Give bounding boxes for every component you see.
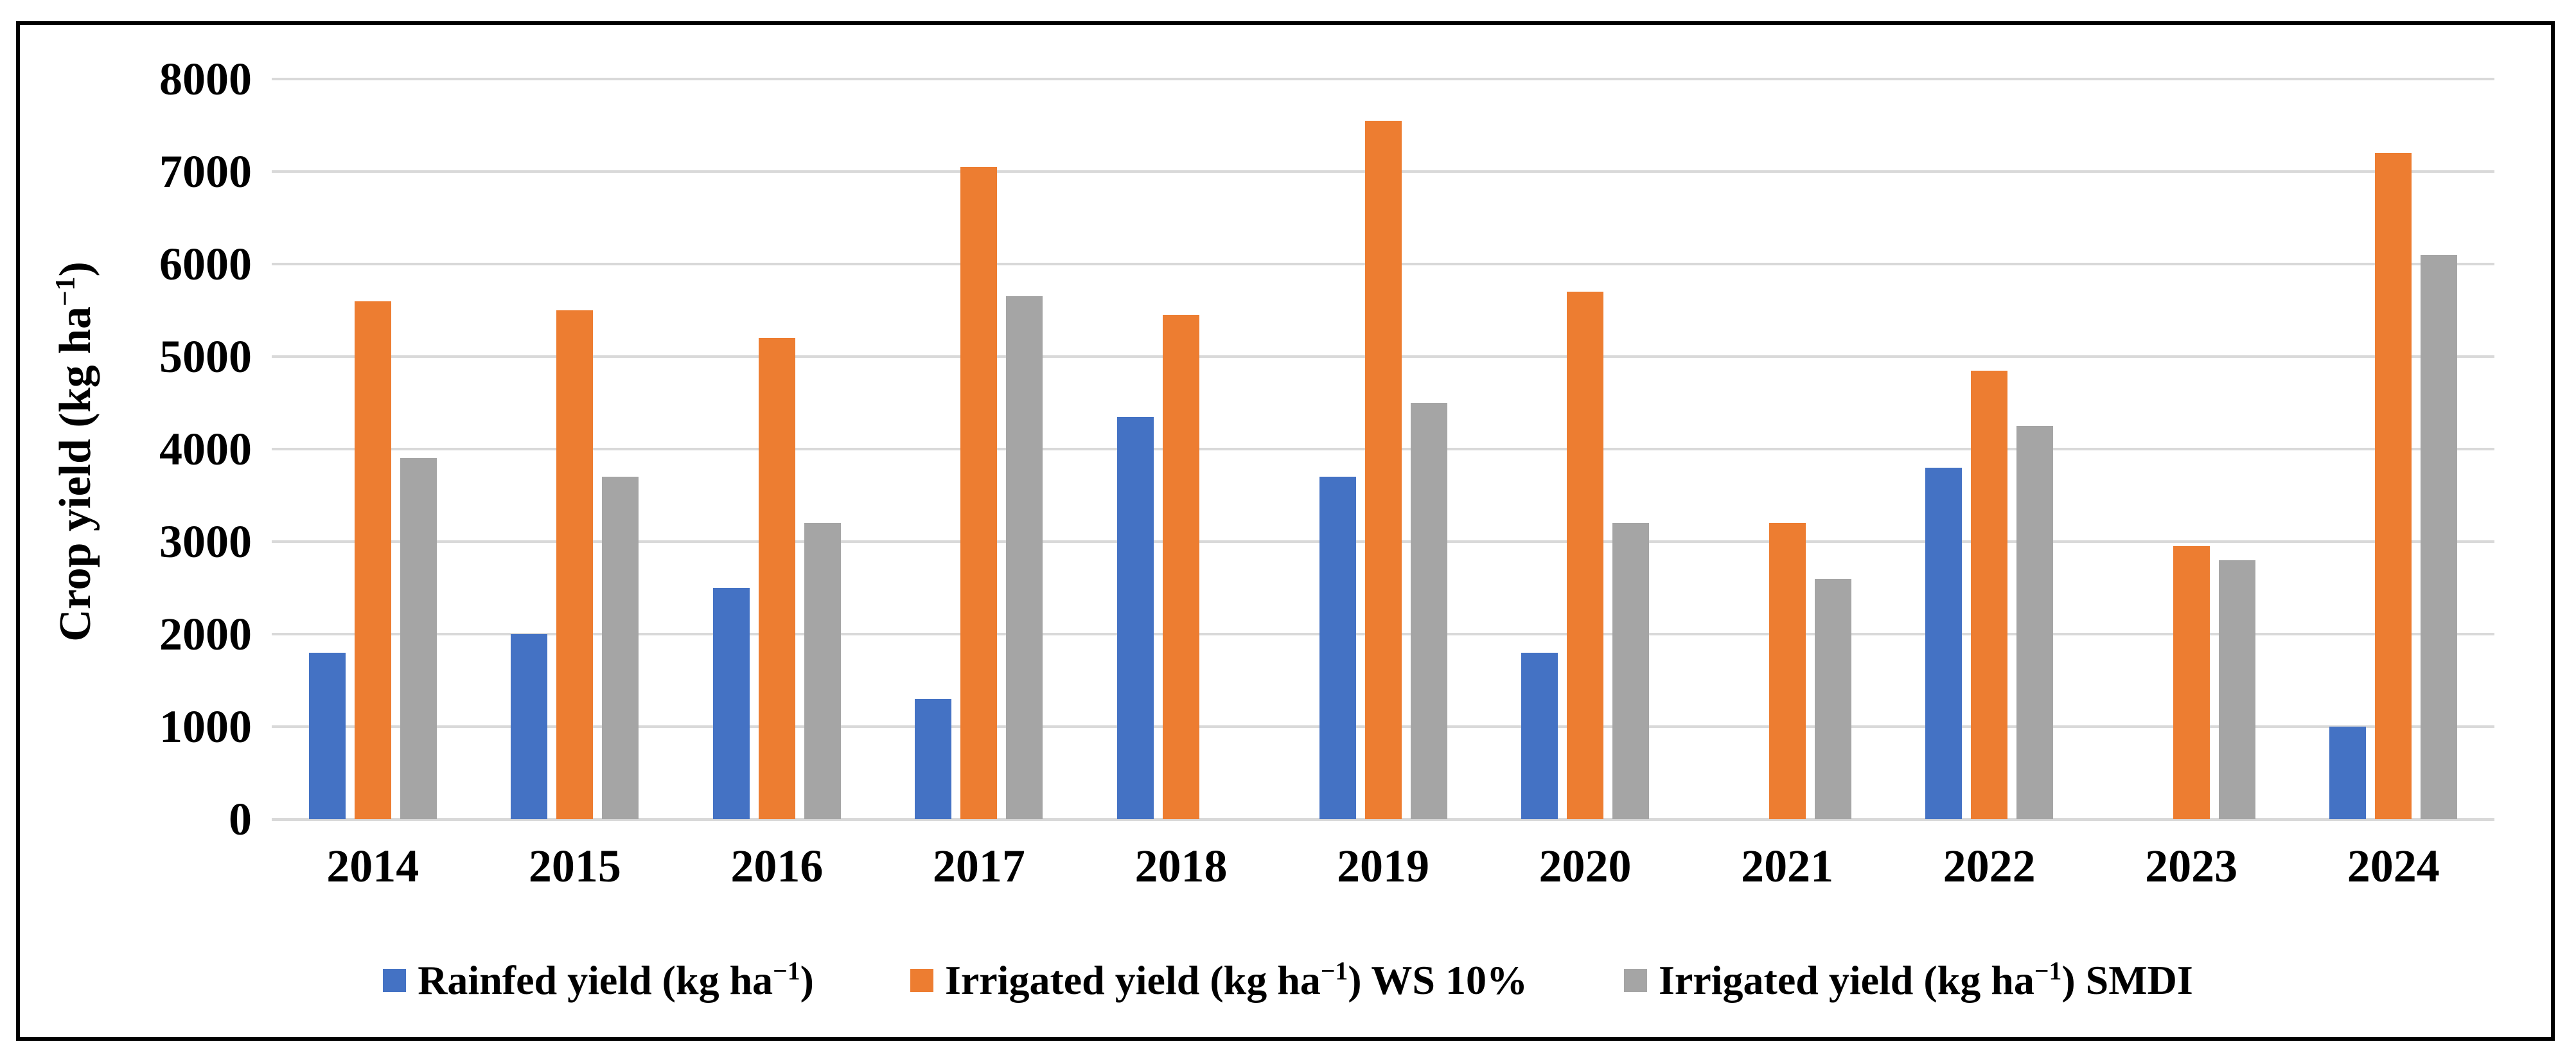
- bar-2015-rainfed: [511, 634, 548, 819]
- x-axis-tick-label: 2015: [528, 840, 621, 892]
- y-gridline: [272, 78, 2494, 80]
- x-axis-tick-label: 2014: [326, 840, 419, 892]
- bar-2017-rainfed: [915, 698, 952, 819]
- y-axis-tick-label: 3000: [159, 516, 252, 567]
- legend: Rainfed yield (kg ha−1) Irrigated yield (…: [0, 950, 2576, 1011]
- x-axis-line: [272, 818, 2494, 821]
- x-axis-tick-label: 2016: [730, 840, 824, 892]
- legend-item-rainfed: Rainfed yield (kg ha−1): [383, 957, 814, 1004]
- legend-swatch: [1624, 969, 1648, 992]
- bar-2015-irrigated-ws10: [556, 310, 594, 819]
- superscript-minus-one: −1: [2034, 957, 2062, 986]
- x-axis-tick-label: 2023: [2145, 840, 2238, 892]
- bar-2019-rainfed: [1319, 477, 1356, 819]
- bar-2019-irrigated-ws10: [1364, 120, 1402, 819]
- bar-2018-irrigated-ws10: [1162, 315, 1199, 819]
- bar-2021-irrigated-smdi: [1814, 578, 1851, 819]
- bar-2024-irrigated-smdi: [2421, 254, 2458, 819]
- bar-2016-irrigated-smdi: [804, 523, 841, 819]
- x-axis-tick-label: 2020: [1539, 840, 1632, 892]
- bar-2020-irrigated-smdi: [1612, 523, 1650, 819]
- x-axis-tick-label: 2021: [1741, 840, 1834, 892]
- legend-swatch: [910, 969, 933, 992]
- legend-label: Rainfed yield (kg ha−1): [418, 957, 814, 1003]
- x-axis-tick-label: 2024: [2347, 840, 2440, 892]
- bar-2019-irrigated-smdi: [1410, 403, 1447, 819]
- x-axis-tick-label: 2022: [1943, 840, 2036, 892]
- legend-label: Irrigated yield (kg ha−1) SMDI: [1659, 957, 2193, 1003]
- y-axis-tick-label: 6000: [159, 238, 252, 290]
- y-axis-tick-label: 5000: [159, 331, 252, 382]
- bar-2020-irrigated-ws10: [1567, 292, 1604, 819]
- legend-label: Irrigated yield (kg ha−1) WS 10%: [944, 957, 1528, 1003]
- bar-2022-irrigated-smdi: [2016, 426, 2054, 819]
- bar-2016-irrigated-ws10: [758, 338, 795, 819]
- bar-2023-irrigated-ws10: [2173, 546, 2210, 819]
- y-axis-tick-label: 0: [229, 793, 252, 845]
- figure-border: [16, 21, 2555, 1041]
- bar-2024-irrigated-ws10: [2375, 153, 2412, 819]
- bar-2024-rainfed: [2329, 727, 2367, 819]
- y-axis-tick-label: 8000: [159, 53, 252, 105]
- bar-2015-irrigated-smdi: [602, 477, 639, 819]
- legend-item-irrigated-ws10: Irrigated yield (kg ha−1) WS 10%: [910, 957, 1528, 1004]
- x-axis-tick-label: 2017: [932, 840, 1025, 892]
- bar-2018-rainfed: [1116, 416, 1154, 819]
- x-axis-tick-label: 2018: [1134, 840, 1228, 892]
- bar-2017-irrigated-smdi: [1006, 296, 1043, 819]
- x-axis-tick-label: 2019: [1337, 840, 1429, 892]
- bar-2014-rainfed: [308, 652, 346, 819]
- legend-swatch: [383, 969, 407, 992]
- bar-2022-irrigated-ws10: [1971, 370, 2008, 819]
- superscript-minus-one: −1: [773, 957, 800, 986]
- bar-2017-irrigated-ws10: [960, 166, 998, 819]
- bar-2022-rainfed: [1925, 467, 1963, 819]
- superscript-minus-one: −1: [1320, 957, 1348, 986]
- y-axis-tick-label: 4000: [159, 423, 252, 475]
- bar-2014-irrigated-ws10: [354, 301, 391, 819]
- legend-item-irrigated-smdi: Irrigated yield (kg ha−1) SMDI: [1624, 957, 2193, 1004]
- bar-2020-rainfed: [1521, 652, 1558, 819]
- bar-2014-irrigated-smdi: [400, 458, 437, 819]
- y-axis-tick-label: 2000: [159, 608, 252, 660]
- bar-2021-irrigated-ws10: [1769, 523, 1806, 819]
- y-axis-tick-label: 7000: [159, 146, 252, 197]
- bar-2016-rainfed: [712, 588, 750, 819]
- bar-2023-irrigated-smdi: [2218, 560, 2255, 819]
- y-axis-tick-label: 1000: [159, 701, 252, 752]
